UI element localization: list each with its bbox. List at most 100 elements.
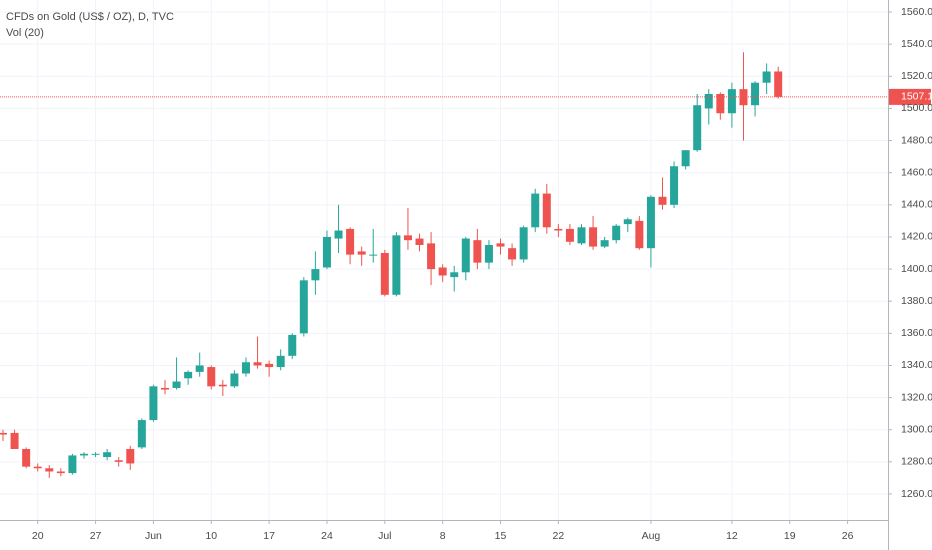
candle-body [276,355,285,368]
candle-body [392,235,401,295]
candle-body [704,93,713,109]
candle-body [438,267,447,276]
last-price-label: 1507.19 [901,91,932,103]
candle-body [450,272,459,278]
candle-body [473,240,482,263]
x-tick-label: 24 [321,530,333,542]
x-tick-label: 26 [842,530,854,542]
candle-body [0,432,7,435]
candle-body [253,362,262,366]
candle-body [589,227,598,247]
x-tick-label: 22 [553,530,565,542]
candle-body [103,452,112,458]
candle-body [693,105,702,151]
candle-body [114,460,123,462]
candle-body [149,386,158,421]
candle-body [554,228,563,231]
candles [0,52,783,478]
y-tick-label: 1260.00 [901,488,932,500]
candle-body [508,248,517,260]
candle-body [311,269,320,281]
candle-body [681,150,690,167]
overlay: 1507.19 [0,88,932,105]
candle-body [531,193,540,228]
candle-body [774,71,783,97]
candle-body [496,243,505,247]
candle-body [600,240,609,247]
candle-body [623,219,632,225]
y-tick-label: 1300.00 [901,424,932,436]
y-tick-label: 1340.00 [901,359,932,371]
candle-body [565,228,574,242]
candle-body [33,466,42,469]
y-tick-label: 1400.00 [901,263,932,275]
candle-body [427,243,436,270]
candle-body [79,453,88,456]
candle-body [369,254,378,256]
indicator-label: Vol (20) [6,27,44,39]
candle-body [207,367,216,387]
x-tick-label: 19 [784,530,796,542]
candle-body [10,432,19,449]
candle-body [56,471,65,474]
candle-body [461,238,470,273]
grid [0,0,892,524]
candle-body [160,387,169,390]
candle-body [635,220,644,249]
x-tick-label: 20 [32,530,44,542]
y-tick-label: 1560.00 [901,6,932,18]
y-tick-label: 1480.00 [901,134,932,146]
candle-body [646,196,655,249]
x-tick-label: Jul [378,530,391,542]
candle-body [265,363,274,368]
candle-body [751,82,760,106]
candle-body [45,468,54,472]
y-tick-label: 1380.00 [901,295,932,307]
candle-body [299,280,308,334]
y-tick-label: 1360.00 [901,327,932,339]
x-tick-label: 15 [495,530,507,542]
candle-body [577,227,586,244]
y-tick-label: 1440.00 [901,199,932,211]
candle-body [184,371,193,379]
candle-body [241,362,250,374]
candle-body [658,196,667,205]
candle-body [334,230,343,239]
candle-body [172,381,181,388]
candle-body [716,93,725,114]
last-price-tag [889,88,931,105]
candle-body [230,373,239,387]
candle-body [357,251,366,255]
y-tick-label: 1280.00 [901,456,932,468]
x-tick-label: 17 [263,530,275,542]
candle-body [126,448,135,464]
candle-body [288,334,297,356]
y-tick-label: 1320.00 [901,391,932,403]
y-tick-label: 1520.00 [901,70,932,82]
candle-body [68,455,77,474]
x-tick-label: Aug [642,530,661,542]
candle-body [22,448,31,467]
x-tick-label: 8 [440,530,446,542]
candle-body [218,384,227,387]
y-tick-label: 1500.00 [901,102,932,114]
candle-body [727,89,736,114]
candle-body [380,253,389,295]
candle-body [346,228,355,255]
candle-body [91,453,100,455]
y-tick-label: 1420.00 [901,231,932,243]
candle-body [415,238,424,245]
x-tick-label: 12 [726,530,738,542]
candle-body [739,89,748,106]
candle-body [612,225,621,241]
chart-title: CFDs on Gold (US$ / OZ), D, TVC [6,11,174,23]
x-tick-label: 27 [90,530,102,542]
candle-body [670,166,679,205]
candle-body [542,193,551,228]
candle-body [484,244,493,263]
candle-body [403,235,412,241]
candle-body [762,71,771,83]
candle-body [322,236,331,268]
